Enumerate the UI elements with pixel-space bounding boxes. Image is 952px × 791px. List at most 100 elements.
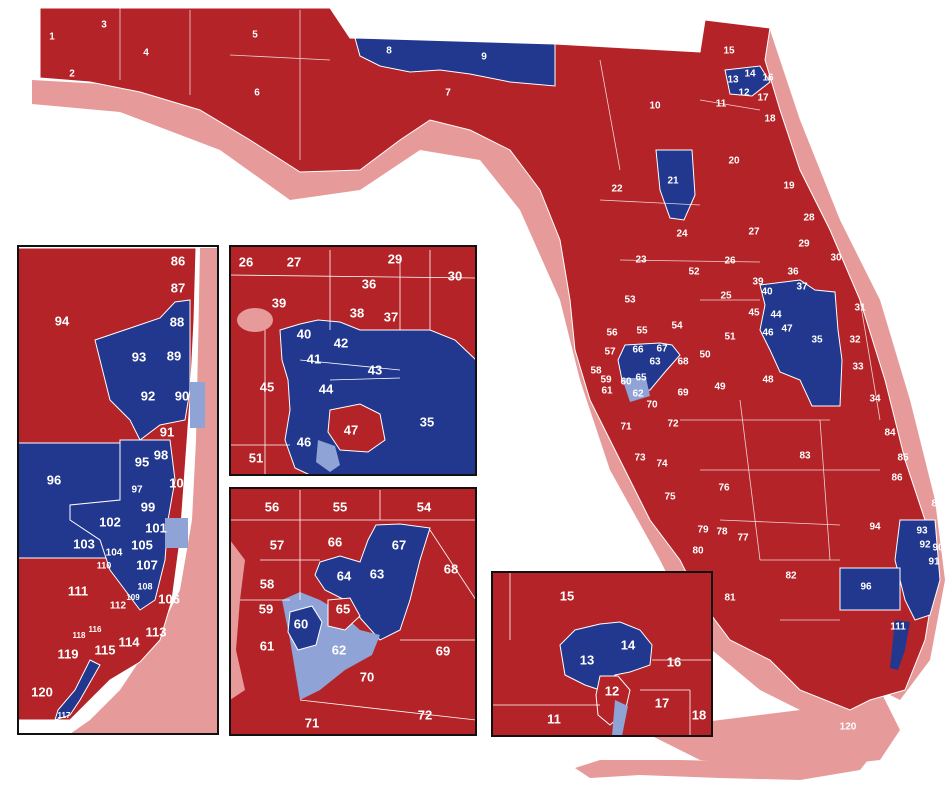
label: 67	[656, 344, 668, 355]
label: 80	[692, 546, 704, 557]
label: 9	[481, 52, 487, 63]
label: 7	[445, 88, 451, 99]
district-13-14	[724, 65, 771, 97]
label: 107	[136, 557, 158, 572]
label: 116	[89, 625, 102, 634]
label: 114	[119, 634, 141, 649]
label: 69	[436, 643, 450, 658]
label: 18	[764, 114, 776, 125]
inset-southeast-dem-north	[94, 299, 191, 441]
label: 44	[319, 381, 334, 396]
label: 79	[697, 525, 709, 536]
label: 55	[636, 326, 648, 337]
main-map-labels: 1 2 3 4 5 6 7 8 9 10 11 12 13 14 15 16 1…	[49, 20, 944, 733]
inset-southeast-dem-117	[54, 659, 101, 721]
label: 87	[171, 280, 185, 295]
label: 97	[131, 485, 143, 496]
label: 72	[667, 419, 679, 430]
label: 50	[699, 350, 711, 361]
label: 17	[655, 695, 669, 710]
inset-orlando-boundaries	[229, 250, 477, 475]
label: 48	[762, 375, 774, 386]
label: 47	[344, 422, 358, 437]
label: 54	[671, 321, 683, 332]
inset-southeast-light-90	[190, 382, 205, 428]
label: 92	[141, 388, 155, 403]
inset-jacksonville-boundaries	[492, 572, 712, 736]
label: 82	[785, 571, 797, 582]
label: 68	[444, 561, 458, 576]
label: 2	[69, 69, 75, 80]
label: 35	[811, 335, 823, 346]
label: 66	[328, 534, 342, 549]
label: 59	[600, 375, 612, 386]
label: 63	[649, 357, 661, 368]
label: 37	[384, 309, 398, 324]
label: 86	[171, 253, 185, 268]
label: 30	[448, 268, 462, 283]
label: 34	[869, 394, 881, 405]
label: 12	[738, 88, 750, 99]
label: 91	[928, 557, 940, 568]
label: 13	[727, 75, 739, 86]
label: 108	[137, 581, 152, 591]
label: 37	[796, 282, 808, 293]
label: 92	[919, 540, 931, 551]
label: 12	[605, 683, 619, 698]
label: 62	[332, 642, 346, 657]
label: 56	[265, 499, 279, 514]
label: 74	[656, 459, 668, 470]
inset-jacksonville-river	[612, 700, 628, 736]
district-southeast-cluster	[894, 519, 941, 621]
label: 93	[132, 349, 146, 364]
label: 29	[388, 251, 402, 266]
label: 70	[646, 400, 658, 411]
label: 60	[294, 616, 308, 631]
label: 11	[716, 99, 727, 110]
label: 73	[634, 453, 646, 464]
label: 91	[160, 424, 174, 439]
label: 78	[716, 527, 728, 538]
label: 119	[58, 646, 79, 661]
label: 94	[869, 522, 881, 533]
label: 19	[783, 181, 795, 192]
label: 14	[744, 69, 756, 80]
label: 55	[333, 499, 347, 514]
label: 15	[723, 46, 735, 57]
label: 96	[860, 582, 872, 593]
label: 76	[718, 483, 730, 494]
label: 38	[350, 305, 364, 320]
label: 106	[158, 591, 180, 606]
inset-orlando: 26 27 29 30 35 36 37 38 39 40 41 42 43 4…	[229, 245, 477, 476]
label: 65	[635, 373, 647, 384]
label: 90	[175, 388, 189, 403]
inset-tampa-frame	[229, 487, 477, 736]
label: 39	[272, 295, 286, 310]
label: 63	[370, 566, 384, 581]
label: 58	[260, 576, 274, 591]
label: 109	[126, 593, 140, 602]
district-orlando-cluster	[759, 279, 843, 407]
district-21	[655, 149, 696, 221]
label: 30	[830, 253, 842, 264]
label: 72	[418, 707, 432, 722]
label: 24	[676, 229, 688, 240]
label: 8	[386, 46, 392, 57]
label: 16	[667, 654, 681, 669]
inset-tampa-boundaries	[230, 490, 477, 721]
label: 31	[854, 303, 866, 314]
label: 101	[145, 520, 167, 535]
label: 98	[154, 447, 168, 462]
label: 89	[167, 348, 181, 363]
label: 20	[728, 156, 740, 167]
keys	[575, 730, 880, 780]
inset-jacksonville-dem	[559, 621, 653, 691]
label: 47	[781, 324, 793, 335]
label: 71	[305, 715, 319, 730]
inset-jacksonville: 11 12 13 14 15 16 17 18	[491, 571, 713, 737]
inset-orlando-frame	[229, 245, 477, 476]
label: 100	[169, 475, 191, 490]
label: 69	[677, 388, 689, 399]
label: 4	[143, 48, 149, 59]
